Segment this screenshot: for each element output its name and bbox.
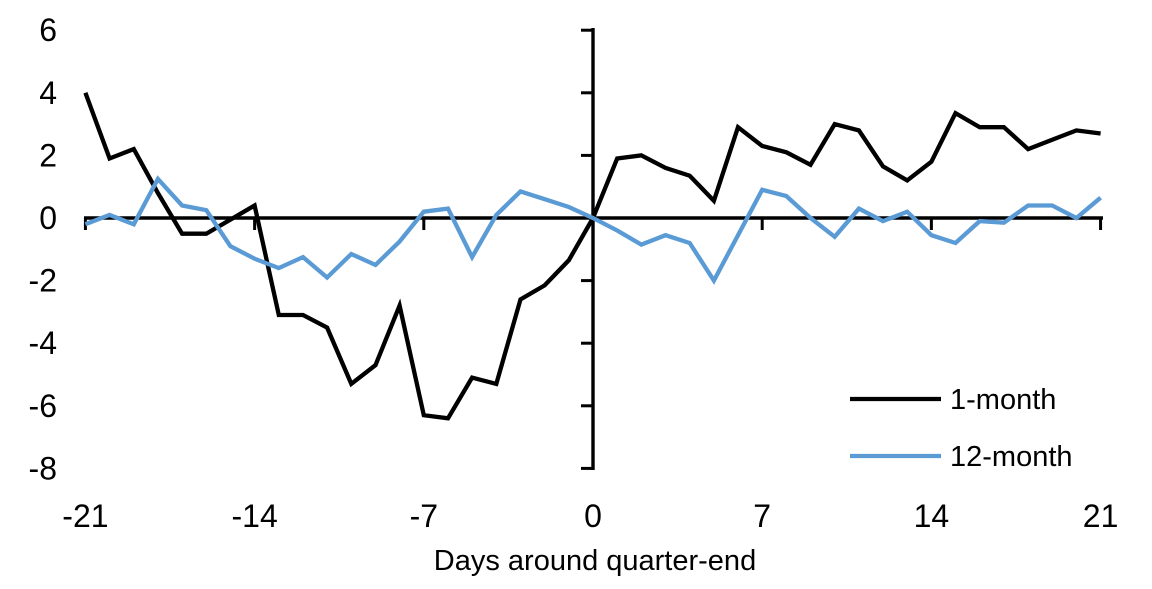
y-tick-label: 6 <box>39 12 57 48</box>
x-tick-label: -7 <box>410 498 438 534</box>
x-tick-label: -21 <box>62 498 108 534</box>
labels-layer: -21 -14 -7 0 7 14 21 6 4 2 0 -2 -4 -6 -8 <box>29 12 1119 534</box>
series-layer <box>83 92 1102 421</box>
legend: 1-month 12-month <box>850 384 1073 473</box>
x-tick-label: 21 <box>1083 498 1119 534</box>
x-tick-label: 14 <box>914 498 950 534</box>
legend-label-1-month: 1-month <box>950 384 1056 416</box>
legend-label-12-month: 12-month <box>950 441 1073 473</box>
x-tick-label: -14 <box>231 498 277 534</box>
y-tick-label: -4 <box>29 325 57 361</box>
y-tick-label: 2 <box>39 137 57 173</box>
y-tick-label: 4 <box>39 75 57 111</box>
x-tick-label: 0 <box>584 498 602 534</box>
series-line-12-month <box>84 175 1102 285</box>
y-tick-label: -6 <box>29 388 57 424</box>
x-tick-label: 7 <box>753 498 771 534</box>
y-tick-label: -2 <box>29 263 57 299</box>
x-axis-title: Days around quarter-end <box>434 545 756 577</box>
y-tick-label: -8 <box>29 450 57 486</box>
y-tick-label: 0 <box>39 200 57 236</box>
